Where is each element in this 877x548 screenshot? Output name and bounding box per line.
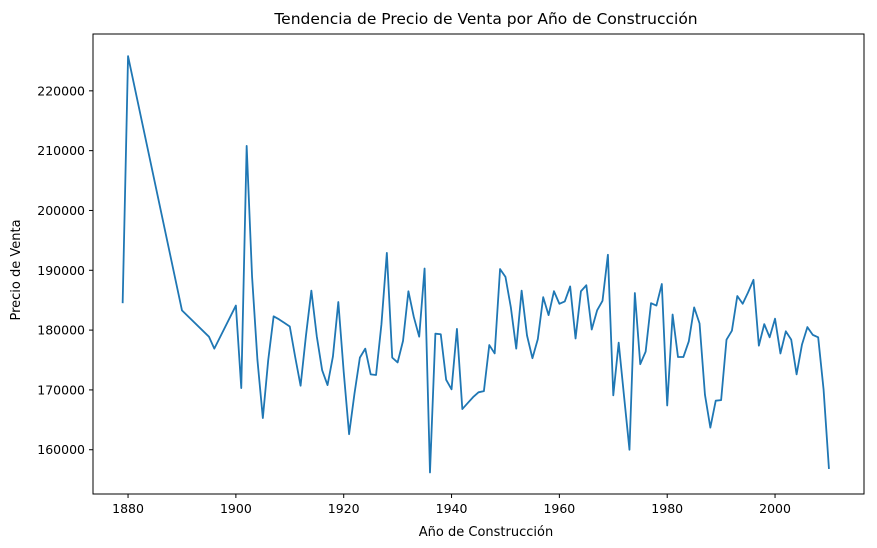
y-axis-label: Precio de Venta bbox=[9, 219, 24, 320]
x-tick-label: 1920 bbox=[328, 501, 360, 516]
x-tick-label: 2000 bbox=[759, 501, 791, 516]
y-tick-label: 210000 bbox=[37, 143, 85, 158]
x-tick-label: 1900 bbox=[220, 501, 252, 516]
y-tick-label: 170000 bbox=[37, 382, 85, 397]
x-tick-label: 1940 bbox=[436, 501, 468, 516]
x-tick-label: 1880 bbox=[112, 501, 144, 516]
y-tick-label: 220000 bbox=[37, 83, 85, 98]
x-axis-label: Año de Construcción bbox=[419, 525, 553, 540]
plot-area-frame bbox=[92, 33, 865, 495]
chart-title: Tendencia de Precio de Venta por Año de … bbox=[273, 10, 697, 28]
y-tick-label: 160000 bbox=[37, 442, 85, 457]
x-tick-label: 1980 bbox=[651, 501, 683, 516]
y-tick-label: 200000 bbox=[37, 203, 85, 218]
y-tick-label: 180000 bbox=[37, 323, 85, 338]
y-tick-label: 190000 bbox=[37, 263, 85, 278]
x-tick-label: 1960 bbox=[543, 501, 575, 516]
series-line bbox=[121, 55, 830, 474]
